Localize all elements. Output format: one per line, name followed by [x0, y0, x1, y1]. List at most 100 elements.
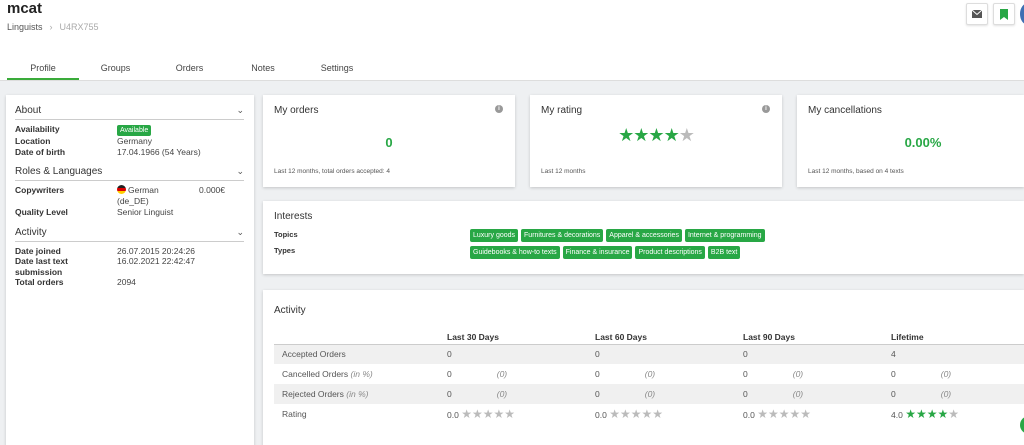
- star-empty-icon: ★: [504, 407, 516, 421]
- my-orders-card: My orders i 0 Last 12 months, total orde…: [263, 95, 515, 187]
- row-label: Rejected Orders (in %): [274, 384, 447, 404]
- profile-sidebar-card: About ⌄ Availability Available Location Ge…: [6, 95, 254, 445]
- chevron-down-icon[interactable]: ⌄: [236, 166, 244, 176]
- info-icon[interactable]: i: [762, 105, 770, 113]
- rating-stars: ★★★★★: [461, 407, 516, 421]
- star-empty-icon: ★: [757, 407, 768, 421]
- quality-label: Quality Level: [15, 207, 68, 217]
- star-empty-icon: ★: [461, 407, 472, 421]
- interest-tag: Guidebooks & how-to texts: [470, 246, 560, 259]
- my-cancellations-card: My cancellations 0.00% Last 12 months, b…: [797, 95, 1024, 187]
- cell-value: 0.0 ★★★★★: [447, 407, 516, 421]
- breadcrumb: Linguists › U4RX755: [7, 22, 99, 32]
- cell-value: 0 (0): [743, 369, 804, 379]
- interest-tag: Finance & insurance: [562, 246, 633, 259]
- breadcrumb-parent[interactable]: Linguists: [7, 22, 43, 32]
- chevron-down-icon[interactable]: ⌄: [236, 105, 244, 115]
- rating-stars: ★★★★★: [905, 407, 959, 421]
- star-empty-icon: ★: [471, 407, 483, 421]
- interest-tag: Luxury goods: [470, 229, 519, 242]
- my-rating-footer: Last 12 months: [541, 168, 586, 175]
- star-empty-icon: ★: [609, 407, 620, 421]
- language-code: (de_DE): [117, 195, 149, 206]
- cell-value: 0.0 ★★★★★: [743, 407, 812, 421]
- star-filled-icon: ★: [937, 407, 949, 421]
- tab-groups[interactable]: Groups: [100, 63, 131, 73]
- star-empty-icon: ★: [678, 125, 695, 145]
- tab-notes[interactable]: Notes: [251, 63, 275, 73]
- star-filled-icon: ★: [905, 407, 916, 421]
- breadcrumb-separator-icon: ›: [49, 22, 53, 32]
- column-header: Last 60 Days: [595, 331, 743, 345]
- last-submission-label: Date last text submission: [15, 256, 68, 277]
- interest-tag: B2B text: [707, 246, 741, 259]
- my-rating-card: My rating i ★★★★★ Last 12 months: [530, 95, 782, 187]
- star-filled-icon: ★: [926, 407, 938, 421]
- breadcrumb-current: U4RX755: [59, 22, 99, 32]
- cell-value: 0 (0): [595, 369, 656, 379]
- rating-stars: ★★★★★: [609, 407, 663, 421]
- star-filled-icon: ★: [648, 125, 664, 145]
- activity-table: Last 30 Days Last 60 Days Last 90 Days L…: [274, 331, 1024, 424]
- availability-label: Availability: [15, 124, 60, 134]
- star-filled-icon: ★: [633, 125, 649, 145]
- activity-card: Activity: [263, 290, 1024, 445]
- cell-value: 0 (0): [595, 384, 743, 404]
- avatar[interactable]: [1020, 3, 1024, 25]
- type-tags: Guidebooks & how-to texts Finance & insur…: [470, 246, 743, 259]
- german-flag-icon: [117, 185, 126, 194]
- chevron-down-icon[interactable]: ⌄: [236, 226, 244, 237]
- star-filled-icon: ★: [663, 125, 680, 145]
- total-orders-label: Total orders: [15, 277, 64, 287]
- star-empty-icon: ★: [789, 407, 801, 421]
- my-cancellations-footer: Last 12 months, based on 4 texts: [808, 168, 904, 175]
- roles-section-header[interactable]: Roles & Languages ⌄: [15, 166, 244, 181]
- row-label: Accepted Orders: [274, 344, 447, 364]
- joined-value: 26.07.2015 20:24:26: [117, 245, 195, 256]
- mail-icon: [972, 10, 982, 18]
- cell-value: 0: [447, 344, 595, 364]
- star-empty-icon: ★: [482, 407, 494, 421]
- tab-settings[interactable]: Settings: [320, 63, 354, 73]
- star-empty-icon: ★: [493, 407, 505, 421]
- row-label: Cancelled Orders (in %): [282, 369, 373, 379]
- total-orders-value: 2094: [117, 277, 136, 287]
- cell-value: 0 (0): [891, 369, 952, 379]
- table-row: Accepted Orders 0 0 0 4: [274, 344, 1024, 364]
- about-section-header[interactable]: About ⌄: [15, 105, 244, 120]
- star-empty-icon: ★: [800, 407, 812, 421]
- star-filled-icon: ★: [915, 407, 927, 421]
- dob-value: 17.04.1966 (54 Years): [117, 146, 201, 157]
- star-empty-icon: ★: [778, 407, 790, 421]
- bookmark-button[interactable]: [993, 3, 1015, 25]
- location-label: Location: [15, 136, 51, 146]
- rating-stars: ★★★★★: [530, 125, 782, 146]
- interests-title: Interests: [274, 211, 313, 222]
- star-filled-icon: ★: [618, 125, 634, 145]
- topic-tags: Luxury goods Furnitures & decorations Appa…: [470, 229, 768, 242]
- language-name: German: [128, 185, 159, 195]
- interests-card: Interests Topics Luxury goods Furnitures …: [263, 201, 1024, 274]
- interest-tag: Internet & programming: [684, 229, 765, 242]
- page-title: mcat: [7, 0, 43, 17]
- my-orders-title: My orders: [274, 105, 319, 116]
- cell-value: 0: [595, 344, 743, 364]
- mail-button[interactable]: [966, 3, 988, 25]
- tab-orders[interactable]: Orders: [175, 63, 204, 73]
- tab-profile[interactable]: Profile: [7, 56, 79, 80]
- types-label: Types: [274, 246, 296, 255]
- table-row: Rejected Orders (in %) 0 (0) 0 (0) 0 (0) 0(…: [274, 384, 1024, 404]
- star-empty-icon: ★: [630, 407, 642, 421]
- my-rating-title: My rating: [541, 105, 583, 116]
- row-label: Rating: [282, 409, 307, 419]
- my-orders-value: 0: [385, 135, 393, 150]
- cell-value: 4.0 ★★★★★: [891, 407, 960, 421]
- cell-value: 0: [743, 344, 891, 364]
- status-badge: Available: [117, 125, 152, 136]
- copywriters-label: Copywriters: [15, 185, 65, 195]
- table-row: Cancelled Orders (in %) 0 (0) 0 (0) 0 (0) 0…: [274, 364, 1024, 384]
- chat-button[interactable]: [1020, 416, 1024, 434]
- activity-section-header[interactable]: Activity ⌄: [15, 227, 244, 242]
- info-icon[interactable]: i: [495, 105, 503, 113]
- column-header: Lifetime: [891, 331, 1024, 345]
